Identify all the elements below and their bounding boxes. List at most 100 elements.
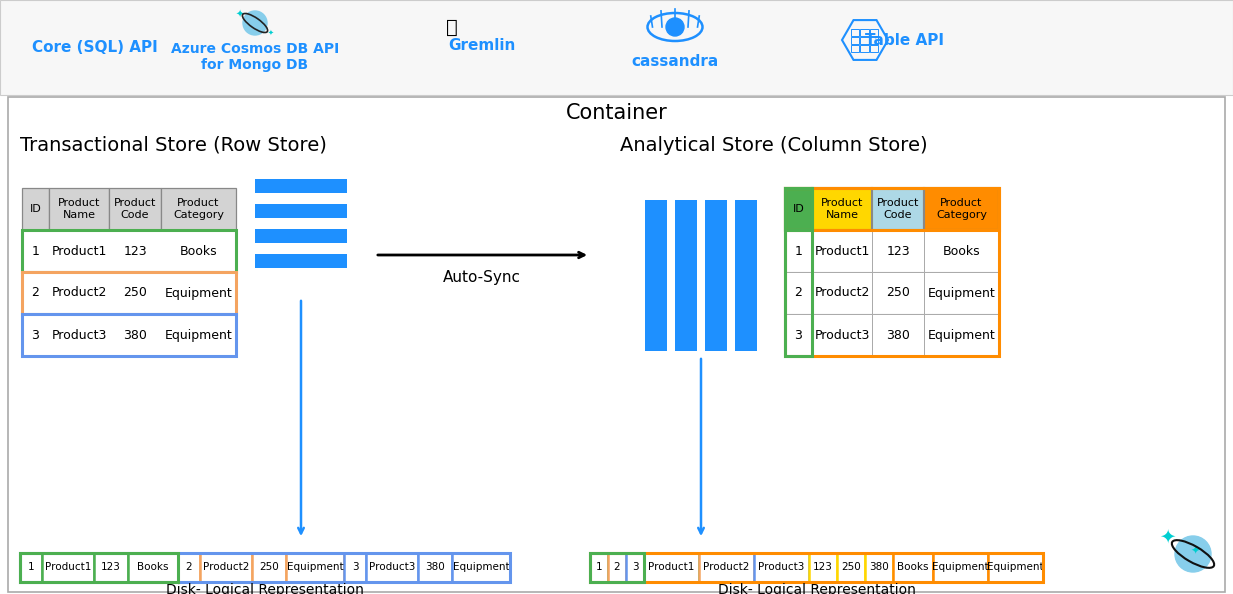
Bar [988,553,1043,582]
Text: Product
Name: Product Name [821,198,863,220]
Bar [49,188,109,230]
Bar [162,188,236,230]
Bar [813,314,872,356]
Bar [626,553,644,582]
Bar [453,553,510,582]
Bar [162,314,236,356]
Bar [109,230,162,272]
Bar [162,272,236,314]
Text: Product3: Product3 [758,563,805,573]
Text: 3: 3 [631,563,639,573]
Bar [344,553,366,582]
Circle shape [1175,536,1211,572]
Text: Product2: Product2 [52,286,107,299]
Text: Product
Category: Product Category [936,198,986,220]
Text: 3: 3 [32,328,39,342]
Text: Equipment: Equipment [988,563,1044,573]
Text: 123: 123 [101,563,121,573]
Text: Auto-Sync: Auto-Sync [443,270,522,285]
Text: 380: 380 [869,563,889,573]
Text: Container: Container [566,103,667,123]
Text: Product
Name: Product Name [58,198,100,220]
Text: Books: Books [137,563,169,573]
Text: Equipment: Equipment [927,328,995,342]
Text: Disk- Logical Representation: Disk- Logical Representation [718,583,915,594]
Text: 1: 1 [596,563,602,573]
Text: Core (SQL) API: Core (SQL) API [32,39,158,55]
Bar [591,553,644,582]
Bar [870,45,878,52]
Text: 3: 3 [351,563,359,573]
Text: Equipment: Equipment [165,286,232,299]
Text: 380: 380 [887,328,910,342]
Bar [785,188,813,230]
Bar [813,230,872,272]
Text: Equipment: Equipment [165,328,232,342]
Text: Product1: Product1 [52,245,107,258]
Text: Equipment: Equipment [453,563,509,573]
Bar [785,314,999,356]
Text: Analytical Store (Column Store): Analytical Store (Column Store) [620,135,927,154]
Text: 👾: 👾 [446,17,457,36]
Bar [924,188,999,230]
Bar [861,29,869,36]
Bar [872,272,924,314]
Bar [893,553,933,582]
Text: Product
Code: Product Code [113,198,157,220]
Bar [861,37,869,43]
Bar [255,229,346,243]
Text: ✦: ✦ [268,30,274,36]
Text: Transactional Store (Row Store): Transactional Store (Row Store) [20,135,327,154]
Bar [813,272,872,314]
Text: ✦: ✦ [236,10,244,20]
Bar [851,29,859,36]
Bar [837,553,866,582]
Bar [870,37,878,43]
Text: ID: ID [30,204,42,214]
Bar [785,188,999,230]
Text: 123: 123 [123,245,147,258]
Bar [49,230,109,272]
Bar [735,200,757,351]
Bar [866,553,893,582]
Bar [255,254,346,268]
Bar [861,45,869,52]
Bar [20,553,178,582]
Bar [366,553,418,582]
Bar [591,553,1043,582]
Bar [870,29,878,36]
Text: Product2: Product2 [703,563,750,573]
Text: Product3: Product3 [369,563,416,573]
Bar [255,204,346,218]
Text: Disk- Logical Representation: Disk- Logical Representation [166,583,364,594]
Text: 250: 250 [259,563,279,573]
Bar [178,553,200,582]
Bar [20,553,510,582]
Bar [0,0,1233,95]
Bar [785,272,999,314]
Bar [699,553,755,582]
Text: 250: 250 [887,286,910,299]
Text: Azure Cosmos DB API
for Mongo DB: Azure Cosmos DB API for Mongo DB [171,42,339,72]
Bar [109,188,162,230]
Bar [162,230,236,272]
Text: Product2: Product2 [202,563,249,573]
Text: Product3: Product3 [52,328,107,342]
Bar [924,272,999,314]
Bar [851,37,859,43]
Bar [813,188,872,230]
Text: 3: 3 [794,328,803,342]
Text: 1: 1 [27,563,35,573]
Bar [809,553,837,582]
Bar [22,314,236,356]
Text: 380: 380 [123,328,147,342]
Text: 123: 123 [887,245,910,258]
Text: Product
Code: Product Code [877,198,919,220]
Bar [20,553,42,582]
Bar [705,200,727,351]
Bar [924,314,999,356]
Bar [591,553,608,582]
Bar [933,553,988,582]
Text: cassandra: cassandra [631,55,719,69]
Bar [7,97,1226,592]
